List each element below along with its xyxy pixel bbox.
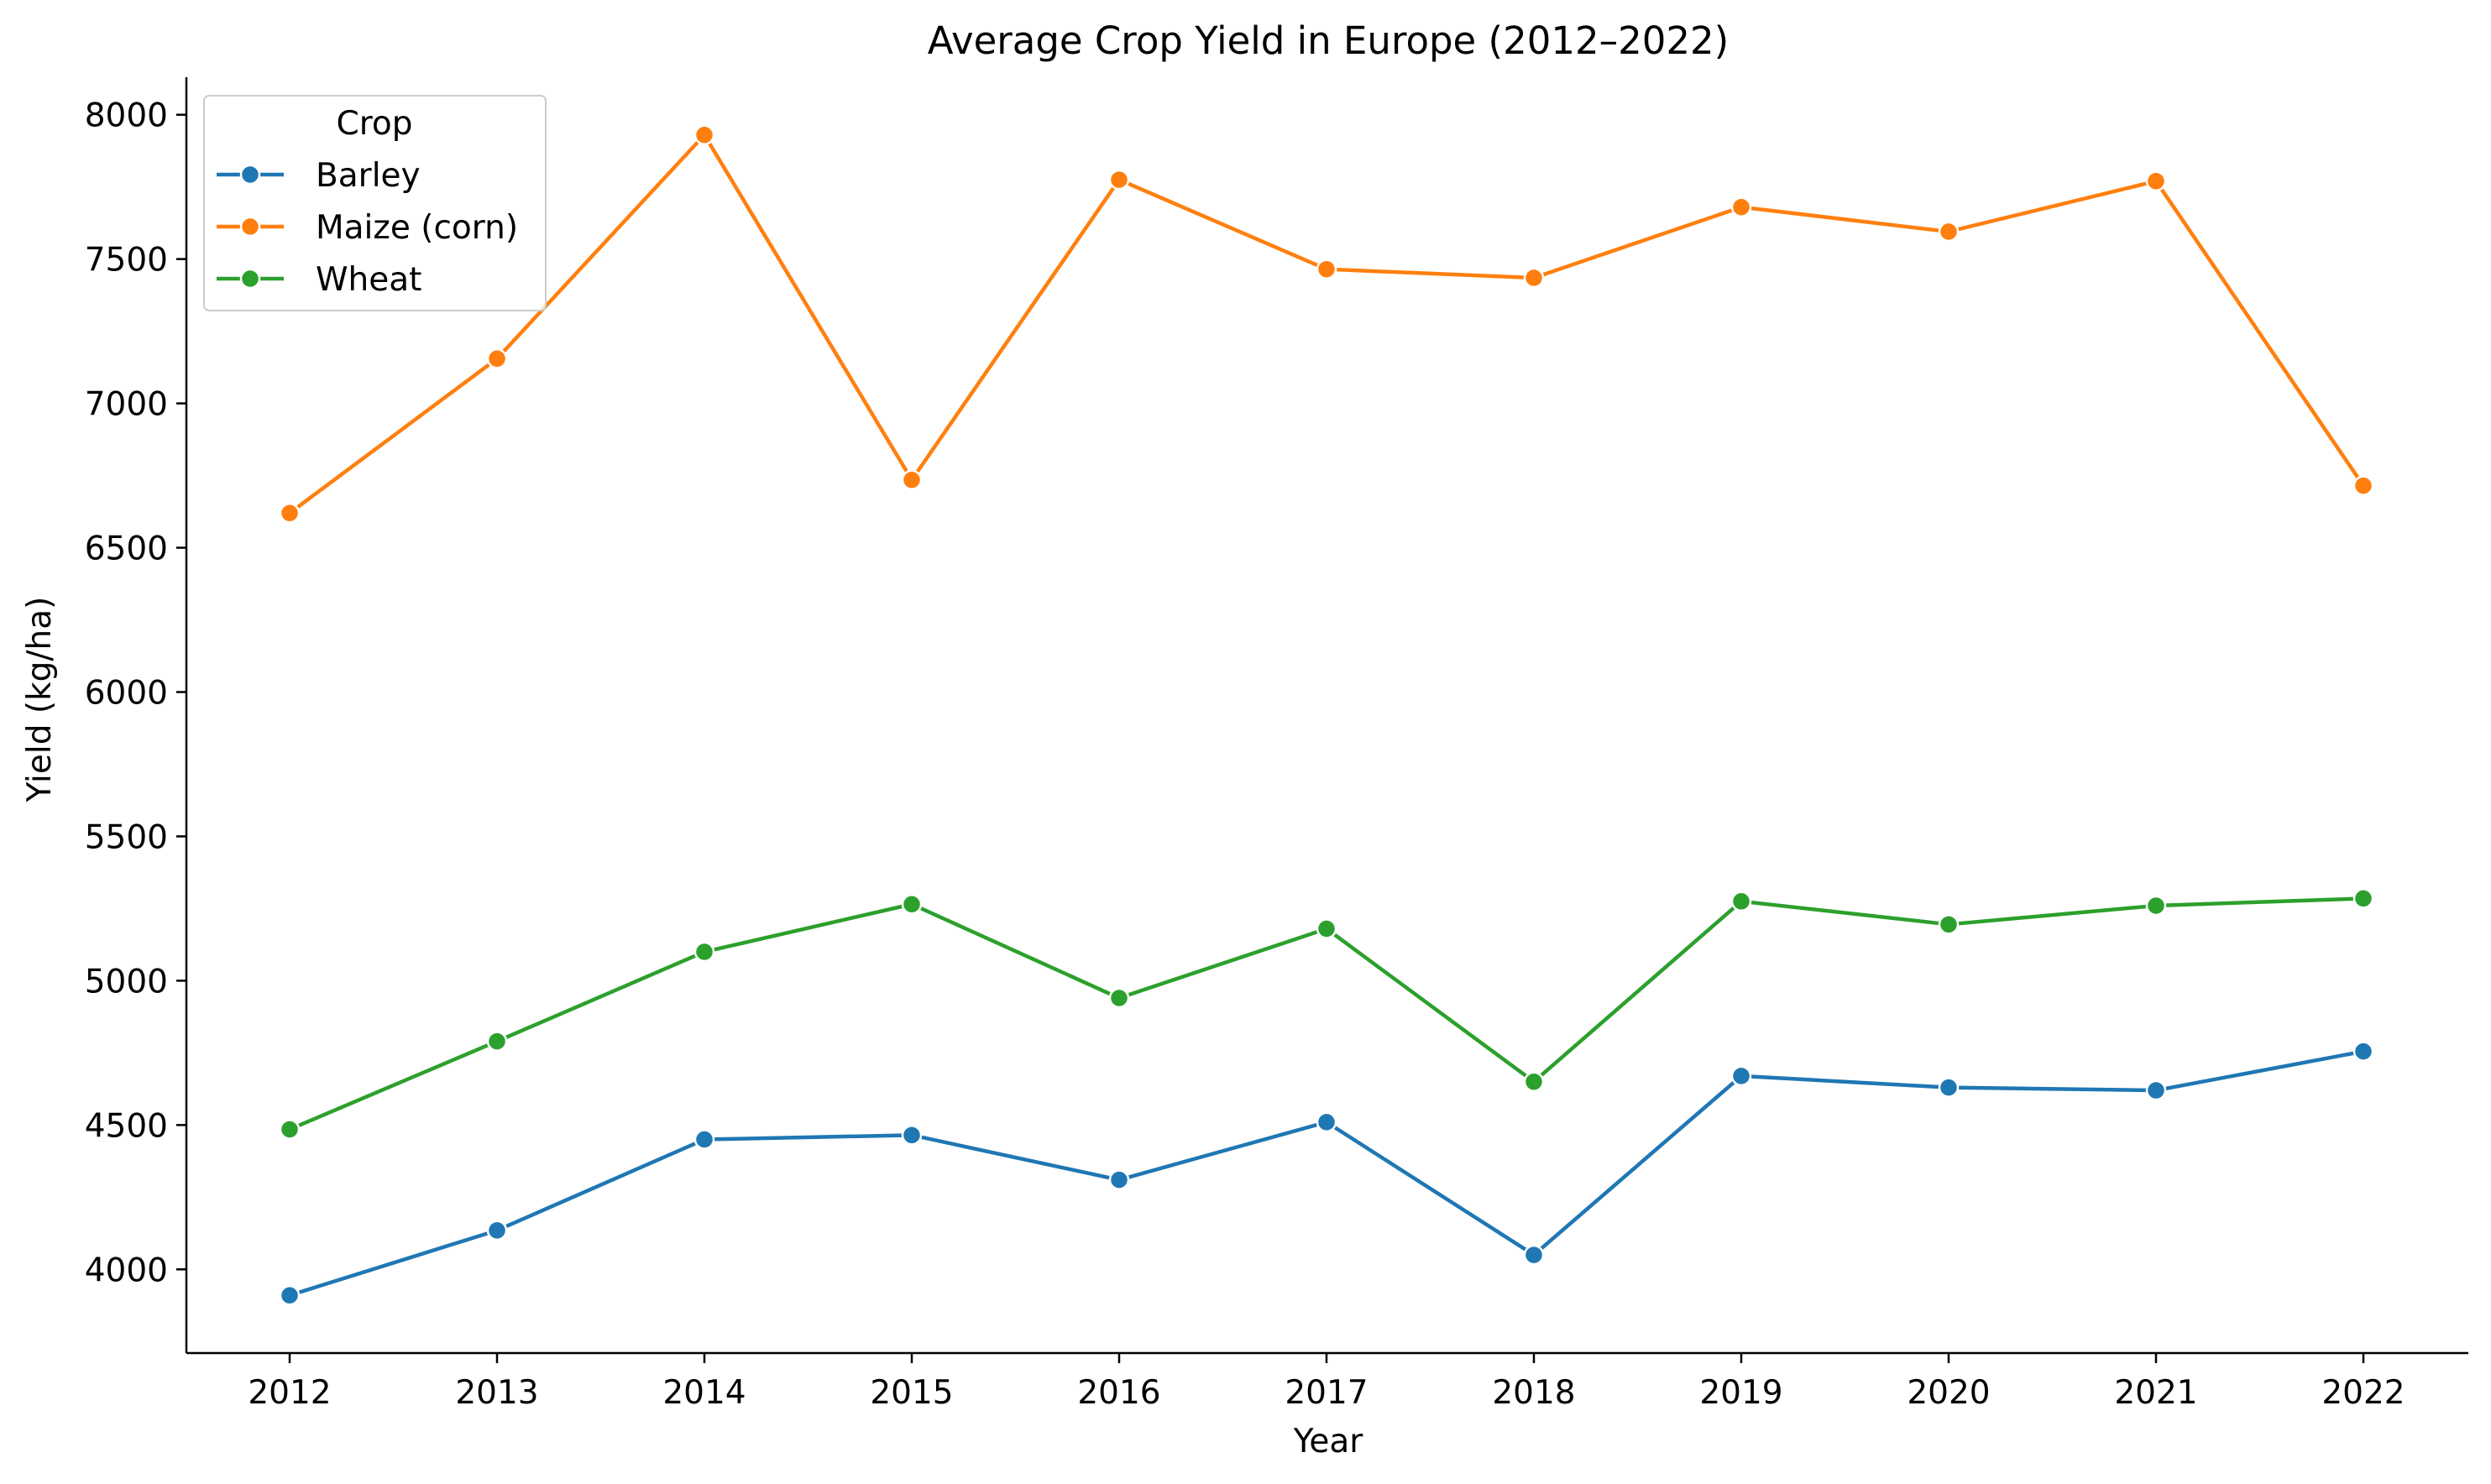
x-axis-ticks: 2012 2013 2014 2015 2016 2017 2018 2019 2020 2021… xyxy=(248,1353,2405,1412)
x-tick-label: 2016 xyxy=(1077,1374,1160,1412)
legend-swatch-marker xyxy=(239,268,261,290)
data-point-barley xyxy=(1108,1169,1130,1190)
x-tick-label: 2018 xyxy=(1492,1374,1575,1412)
x-tick-label: 2017 xyxy=(1285,1374,1368,1412)
data-point-wheat xyxy=(1108,987,1130,1009)
series-layer xyxy=(279,124,2374,1306)
data-point-barley xyxy=(486,1220,508,1241)
data-point-wheat xyxy=(279,1119,301,1140)
data-point-barley xyxy=(1523,1244,1545,1266)
data-point-maize-corn xyxy=(1730,196,1752,218)
x-tick-label: 2013 xyxy=(455,1374,538,1412)
y-tick-label: 7000 xyxy=(85,386,168,424)
data-point-barley xyxy=(2145,1079,2167,1101)
data-point-barley xyxy=(901,1125,923,1146)
x-axis-title: Year xyxy=(1293,1423,1364,1460)
legend-label: Wheat xyxy=(316,261,421,299)
data-point-maize-corn xyxy=(901,469,923,490)
legend: Crop Barley Maize (corn) Wheat xyxy=(203,95,547,311)
data-point-maize-corn xyxy=(1938,221,1960,243)
y-tick-label: 6500 xyxy=(85,530,168,568)
y-tick-label: 4000 xyxy=(85,1251,168,1289)
data-point-barley xyxy=(1938,1077,1960,1098)
x-tick-label: 2021 xyxy=(2114,1374,2197,1412)
data-point-wheat xyxy=(486,1031,508,1052)
x-tick-label: 2019 xyxy=(1699,1374,1782,1412)
legend-title: Crop xyxy=(336,105,412,143)
series-line-barley xyxy=(287,1049,2366,1298)
data-point-maize-corn xyxy=(2352,475,2374,496)
legend-label: Maize (corn) xyxy=(316,209,518,247)
legend-items: Barley Maize (corn) Wheat xyxy=(217,157,518,299)
data-point-wheat xyxy=(693,941,715,963)
data-point-maize-corn xyxy=(279,503,301,524)
x-tick-label: 2014 xyxy=(662,1374,746,1412)
series-line-maize-corn xyxy=(287,133,2366,515)
data-point-wheat xyxy=(1938,914,1960,935)
data-point-barley xyxy=(1316,1111,1337,1133)
data-point-wheat xyxy=(1523,1071,1545,1092)
x-tick-label: 2022 xyxy=(2321,1374,2405,1412)
legend-frame xyxy=(203,95,547,311)
y-tick-label: 6000 xyxy=(85,674,168,712)
data-point-wheat xyxy=(2145,895,2167,917)
data-point-barley xyxy=(1730,1065,1752,1087)
y-tick-label: 5500 xyxy=(85,818,168,856)
data-point-wheat xyxy=(2352,888,2374,909)
data-point-maize-corn xyxy=(1108,169,1130,191)
y-tick-label: 4500 xyxy=(85,1107,168,1145)
legend-swatch-marker xyxy=(239,164,261,186)
data-point-barley xyxy=(693,1129,715,1150)
y-axis-title: Yield (kg/ha) xyxy=(21,597,59,803)
legend-item-maize-corn: Maize (corn) xyxy=(217,209,518,247)
data-point-wheat xyxy=(1730,891,1752,912)
data-point-maize-corn xyxy=(693,124,715,146)
data-point-maize-corn xyxy=(2145,170,2167,192)
x-tick-label: 2015 xyxy=(870,1374,953,1412)
legend-label: Barley xyxy=(316,157,421,195)
data-point-maize-corn xyxy=(1523,267,1545,289)
x-tick-label: 2012 xyxy=(248,1374,331,1412)
data-point-wheat xyxy=(901,893,923,915)
series-wheat xyxy=(279,888,2374,1140)
chart-title: Average Crop Yield in Europe (2012–2022) xyxy=(928,18,1729,63)
data-point-barley xyxy=(279,1284,301,1306)
x-tick-label: 2020 xyxy=(1907,1374,1990,1412)
data-point-maize-corn xyxy=(1316,259,1337,280)
y-tick-label: 7500 xyxy=(85,242,168,280)
y-tick-label: 5000 xyxy=(85,963,168,1001)
legend-item-wheat: Wheat xyxy=(217,261,421,299)
y-tick-label: 8000 xyxy=(85,97,168,135)
plot-area: 4000 4500 5000 5500 6000 6500 7000 7500 8000 201… xyxy=(85,77,2468,1412)
legend-swatch-marker xyxy=(239,216,261,238)
y-axis-ticks: 4000 4500 5000 5500 6000 6500 7000 7500 8000 xyxy=(85,97,186,1289)
data-point-barley xyxy=(2352,1041,2374,1062)
series-barley xyxy=(279,1041,2374,1306)
series-maize-corn xyxy=(279,124,2374,524)
data-point-maize-corn xyxy=(486,348,508,369)
legend-item-barley: Barley xyxy=(217,157,421,195)
data-point-wheat xyxy=(1316,918,1337,939)
